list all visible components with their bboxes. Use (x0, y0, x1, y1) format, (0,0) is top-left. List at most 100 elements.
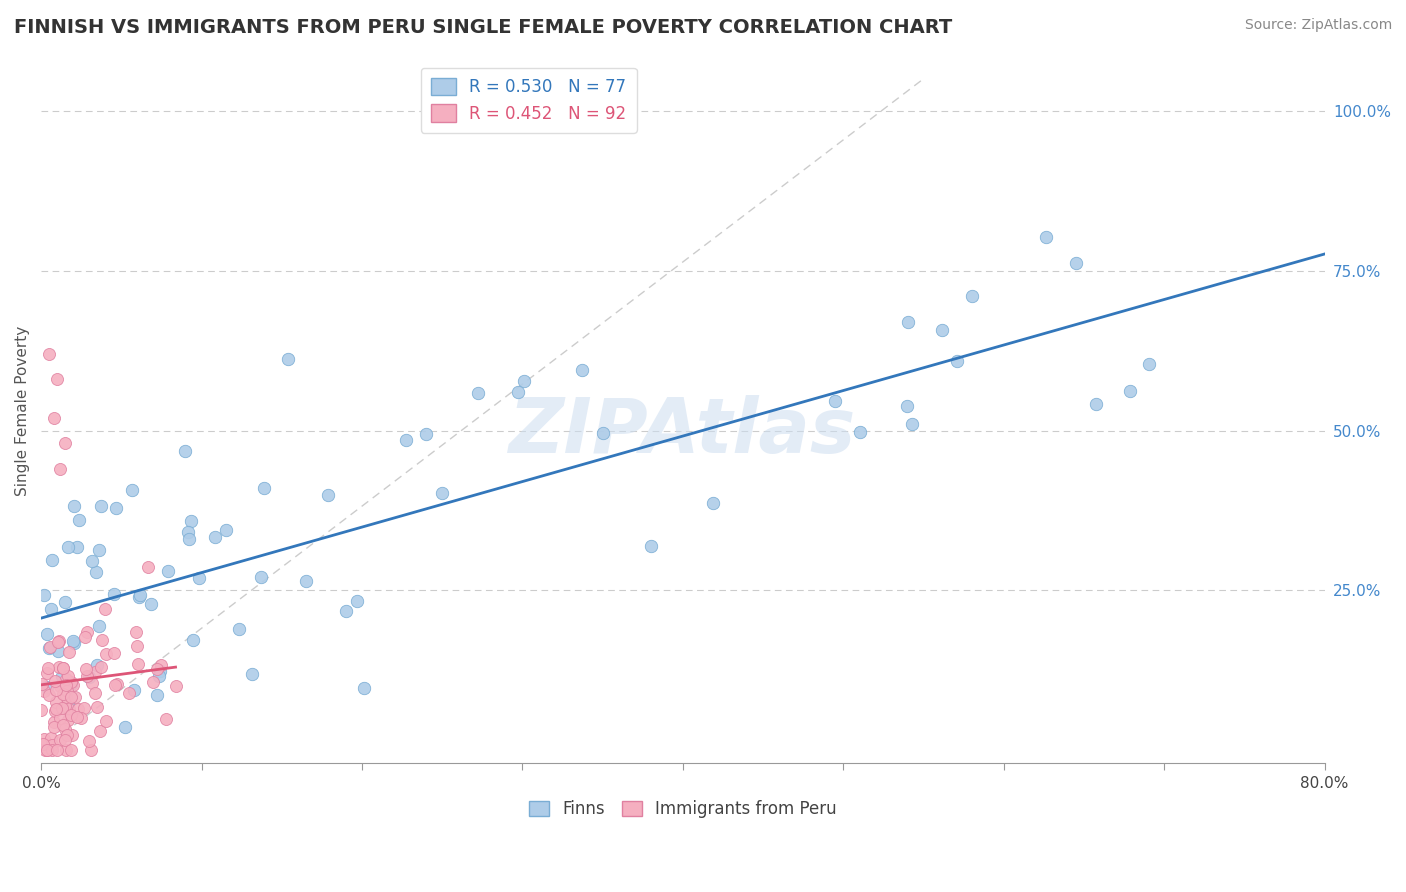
Point (52, 661, 75, 675)
Point (157, 564, 180, 578)
Point (900, 417, 922, 431)
Point (104, 678, 127, 692)
Point (46, 372, 69, 386)
Point (335, 604, 357, 618)
Point (176, 524, 198, 539)
Point (346, 594, 368, 608)
Point (180, 514, 202, 528)
Point (37, 661, 59, 675)
Point (931, 323, 953, 337)
Point (49, 711, 72, 725)
Point (295, 574, 318, 588)
Point (127, 657, 149, 671)
Point (430, 486, 453, 500)
Point (105, 501, 128, 516)
Point (30, 703, 52, 717)
Point (96, 647, 118, 661)
Point (508, 384, 530, 399)
Point (128, 590, 150, 604)
Point (103, 587, 125, 601)
Point (45, 743, 67, 757)
Point (51, 701, 73, 715)
Point (77, 734, 100, 748)
Point (35, 626, 58, 640)
Point (76, 669, 98, 683)
Point (35, 743, 58, 757)
Point (63, 690, 86, 705)
Point (44, 704, 66, 718)
Point (122, 682, 145, 697)
Point (60, 728, 83, 742)
Point (60, 677, 83, 691)
Point (824, 393, 846, 408)
Point (45, 695, 67, 709)
Point (66, 541, 89, 555)
Point (52, 661, 75, 675)
Point (46, 635, 69, 649)
Point (53, 699, 76, 714)
Text: ZIPAtlas: ZIPAtlas (509, 395, 856, 469)
Point (31, 677, 53, 691)
Point (62, 678, 84, 692)
Point (86, 566, 108, 580)
Point (34, 589, 56, 603)
Legend: Finns, Immigrants from Peru: Finns, Immigrants from Peru (523, 794, 844, 825)
Point (52, 718, 75, 732)
Point (42, 410, 65, 425)
Point (228, 622, 250, 636)
Point (38, 641, 60, 656)
Point (49, 679, 72, 693)
Point (35, 743, 58, 757)
Point (240, 667, 263, 681)
Point (53, 436, 76, 450)
Point (149, 665, 172, 679)
Point (66, 710, 89, 724)
Y-axis label: Single Female Poverty: Single Female Poverty (15, 326, 30, 497)
Point (63, 636, 86, 650)
Point (41, 743, 63, 757)
Point (105, 676, 128, 690)
Point (139, 597, 162, 611)
Point (146, 688, 169, 702)
Point (127, 639, 149, 653)
Point (45, 683, 67, 698)
Point (41, 553, 63, 567)
Point (148, 669, 170, 683)
Point (90, 660, 112, 674)
Point (150, 657, 173, 672)
Point (146, 661, 169, 675)
Point (138, 560, 160, 574)
Point (640, 539, 662, 553)
Point (896, 399, 918, 413)
Point (37, 680, 59, 694)
Point (45, 702, 67, 716)
Point (32, 683, 55, 698)
Point (121, 483, 143, 498)
Point (1035, 230, 1057, 244)
Point (215, 524, 238, 538)
Point (48, 633, 70, 648)
Point (94, 602, 117, 616)
Point (55, 672, 77, 686)
Point (204, 530, 226, 544)
Point (76, 625, 98, 640)
Point (118, 686, 141, 700)
Point (415, 427, 437, 442)
Point (75, 662, 97, 676)
Point (58, 696, 80, 710)
Point (41, 738, 63, 752)
Point (174, 444, 197, 458)
Point (75, 630, 97, 644)
Point (70, 711, 93, 725)
Point (39, 731, 62, 746)
Point (592, 425, 614, 440)
Point (80, 554, 103, 568)
Point (58, 702, 80, 716)
Point (42, 715, 65, 730)
Point (79, 743, 101, 757)
Point (94, 714, 117, 728)
Point (58, 541, 80, 555)
Point (35, 665, 58, 680)
Point (34, 743, 56, 757)
Point (702, 495, 724, 509)
